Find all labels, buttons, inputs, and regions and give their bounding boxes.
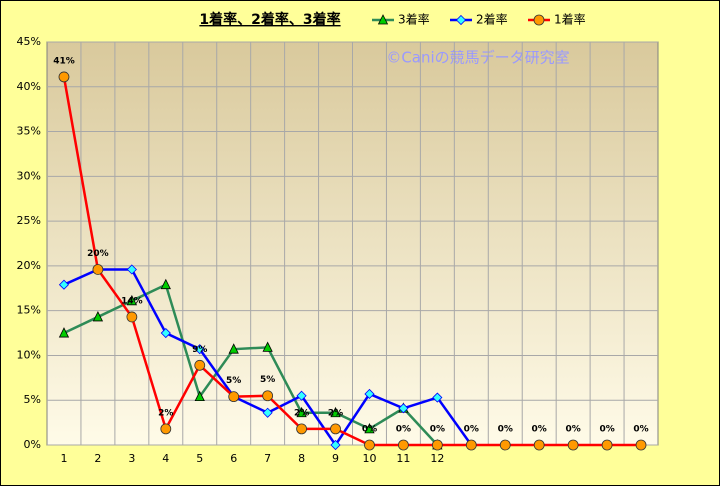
data-label: 0% [430,425,445,435]
marker [330,423,341,435]
data-label: 0% [565,425,580,435]
x-tick-label: 11 [396,452,410,465]
x-tick-label: 8 [298,452,305,465]
legend-label: 1着率 [554,12,586,27]
marker [364,422,375,434]
marker [126,294,138,306]
marker [194,359,206,371]
marker [262,390,274,402]
data-label: 0% [532,425,547,435]
marker [262,341,273,352]
data-label: 14% [121,296,143,306]
marker [296,423,307,435]
marker [398,403,409,414]
marker [364,388,375,400]
marker [92,311,104,322]
marker [330,439,341,451]
y-tick-label: 35% [17,125,41,138]
series-line [62,76,642,447]
data-label: 9% [192,345,207,355]
data-label: 5% [226,376,241,386]
y-tick-label: 10% [17,348,41,361]
y-tick-label: 15% [17,304,41,317]
data-label: 2% [294,408,309,418]
marker [228,391,240,403]
marker [160,278,171,290]
marker [533,14,545,26]
x-tick-label: 10 [362,452,376,465]
marker [635,439,647,451]
marker [465,439,477,451]
series-line [63,282,439,446]
x-tick-label: 12 [430,452,444,465]
marker [455,14,467,26]
marker [296,406,307,418]
marker [567,439,579,451]
marker [377,14,389,25]
marker [58,279,70,290]
x-tick-label: 4 [162,452,169,465]
data-label: 0% [362,425,377,435]
y-tick-label: 0% [24,438,41,451]
marker [194,390,205,402]
data-label: 0% [464,425,479,435]
data-label: 0% [498,425,513,435]
data-label: 5% [260,375,275,385]
marker [58,71,70,83]
y-tick-label: 25% [17,214,41,227]
x-tick-label: 9 [332,452,339,465]
y-tick-label: 40% [17,80,41,93]
marker [126,311,138,323]
data-label: 2% [158,408,173,418]
data-label: 20% [87,249,109,259]
y-tick-label: 30% [17,169,41,182]
marker [431,439,443,451]
marker [160,423,172,435]
x-tick-label: 2 [94,452,101,465]
marker [499,439,511,451]
x-tick-label: 5 [196,452,203,465]
x-tick-label: 7 [264,452,271,465]
data-label: 0% [396,425,411,435]
legend-label: 2着率 [476,12,508,27]
marker [601,439,613,451]
data-label: 2% [328,408,343,418]
marker [533,439,545,451]
marker [296,390,307,401]
marker [92,264,104,275]
x-tick-label: 6 [230,452,237,465]
marker [330,406,341,418]
marker [228,343,239,354]
marker [262,407,273,418]
data-label: 0% [599,425,614,435]
x-tick-label: 3 [128,452,135,465]
y-tick-label: 20% [17,259,41,272]
x-tick-label: 1 [60,452,67,465]
y-tick-label: 5% [24,393,41,406]
annotation: ©Caniの競馬データ研究室 [386,49,569,67]
marker [58,327,70,338]
marker [194,344,205,355]
y-tick-label: 45% [17,35,41,48]
marker [364,439,375,451]
marker [398,439,409,451]
data-label: 0% [633,425,648,435]
data-label: 41% [53,56,75,66]
marker [160,327,171,339]
legend-label: 3着率 [398,12,430,27]
chart-title: 1着率、2着率、3着率 [199,11,340,28]
marker [432,392,443,403]
marker [126,264,137,275]
